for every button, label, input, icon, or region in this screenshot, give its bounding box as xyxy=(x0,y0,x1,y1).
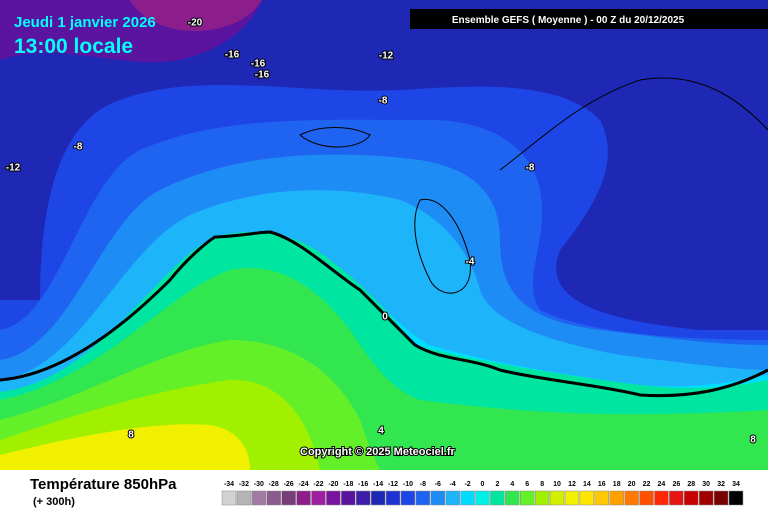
legend-label: 32 xyxy=(717,481,725,488)
legend-swatch xyxy=(356,490,371,506)
legend-swatch xyxy=(326,490,341,506)
legend-label: -28 xyxy=(269,481,279,488)
legend-label: -2 xyxy=(464,481,470,488)
contour-label: -12 xyxy=(6,163,21,174)
contour-label: -16 xyxy=(251,59,266,70)
contour-label: -20 xyxy=(188,18,203,29)
legend-label: 20 xyxy=(628,481,636,488)
legend-label: 8 xyxy=(540,481,544,488)
legend-swatch xyxy=(490,490,505,506)
lead-time: (+ 300h) xyxy=(33,496,75,508)
legend-label: -18 xyxy=(343,481,353,488)
legend-swatch xyxy=(609,490,624,506)
legend-swatch xyxy=(505,490,520,506)
legend-swatch xyxy=(370,490,386,506)
legend-label: -26 xyxy=(284,481,294,488)
legend-label: 28 xyxy=(687,481,695,488)
contour-label: 4 xyxy=(378,426,384,437)
contour-label: -8 xyxy=(379,96,388,107)
zero-isotherm xyxy=(0,230,768,398)
legend-label: -24 xyxy=(298,481,308,488)
legend-label: 14 xyxy=(583,481,591,488)
legend-swatch xyxy=(385,490,401,506)
legend-label: 0 xyxy=(481,481,485,488)
legend-swatch xyxy=(341,490,356,506)
legend-swatch xyxy=(281,490,296,506)
contour-label: 8 xyxy=(128,430,134,441)
legend-swatch xyxy=(266,490,281,506)
legend-label: 26 xyxy=(672,481,680,488)
copyright: Copyright © 2025 Meteociel.fr xyxy=(300,446,456,458)
legend-swatch xyxy=(579,490,595,506)
legend-swatch xyxy=(684,490,699,506)
legend-swatch xyxy=(251,490,267,506)
legend-swatch xyxy=(669,490,684,506)
legend-swatch xyxy=(445,490,460,506)
legend-label: -34 xyxy=(224,481,234,488)
legend-swatch xyxy=(475,490,490,506)
contour-label: -16 xyxy=(255,70,270,81)
band-yellow xyxy=(0,424,250,470)
legend-label: 10 xyxy=(553,481,561,488)
legend-label: -6 xyxy=(435,481,441,488)
legend-swatch xyxy=(400,490,416,506)
legend-label: -30 xyxy=(254,481,264,488)
contour-label: 8 xyxy=(750,435,756,446)
legend-label: 34 xyxy=(732,481,740,488)
variable: Température 850hPa xyxy=(30,476,177,493)
contour-label: -16 xyxy=(225,50,240,61)
legend-label: 12 xyxy=(568,481,576,488)
legend-label: -4 xyxy=(450,481,456,488)
legend-swatch xyxy=(549,490,565,506)
legend-swatch xyxy=(698,490,714,506)
legend-label: 18 xyxy=(613,481,621,488)
contour-label: 0 xyxy=(382,312,388,323)
legend-swatch xyxy=(654,490,669,506)
time: 13:00 locale xyxy=(14,35,133,58)
legend-label: 2 xyxy=(495,481,499,488)
legend-swatch xyxy=(624,490,639,506)
contour-label: -4 xyxy=(466,257,475,268)
legend-swatch xyxy=(460,490,475,506)
legend-label: -12 xyxy=(388,481,398,488)
legend-swatch xyxy=(430,490,445,506)
legend-label: -20 xyxy=(328,481,338,488)
legend-swatch xyxy=(564,490,580,506)
model-run: Ensemble GEFS ( Moyenne ) - 00 Z du 20/1… xyxy=(452,15,685,26)
legend-swatch xyxy=(728,490,744,506)
band-magenta xyxy=(130,0,262,31)
contour-label: -12 xyxy=(379,51,394,62)
legend-swatch xyxy=(639,490,654,506)
legend-label: -16 xyxy=(358,481,368,488)
legend-label: 30 xyxy=(702,481,710,488)
contour-label: -8 xyxy=(74,142,83,153)
legend-label: 16 xyxy=(598,481,606,488)
legend-swatch xyxy=(713,490,729,506)
legend-swatch xyxy=(221,490,237,506)
contour-label: -8 xyxy=(526,163,535,174)
legend-swatch xyxy=(236,490,252,506)
legend-label: 24 xyxy=(658,481,666,488)
coastline xyxy=(299,77,768,294)
legend-label: 6 xyxy=(525,481,529,488)
legend-label: -14 xyxy=(373,481,383,488)
legend-swatch xyxy=(534,490,550,506)
legend-swatch xyxy=(311,490,326,506)
legend-label: 22 xyxy=(643,481,651,488)
legend-swatch xyxy=(296,490,311,506)
legend-swatch xyxy=(415,490,431,506)
legend-label: -10 xyxy=(403,481,413,488)
legend-swatch xyxy=(520,490,535,506)
legend-label: -32 xyxy=(239,481,249,488)
header-box xyxy=(410,9,768,29)
date: Jeudi 1 janvier 2026 xyxy=(14,14,156,31)
legend-label: -22 xyxy=(313,481,323,488)
legend-swatch xyxy=(594,490,610,506)
legend-label: -8 xyxy=(420,481,426,488)
legend-label: 4 xyxy=(510,481,514,488)
